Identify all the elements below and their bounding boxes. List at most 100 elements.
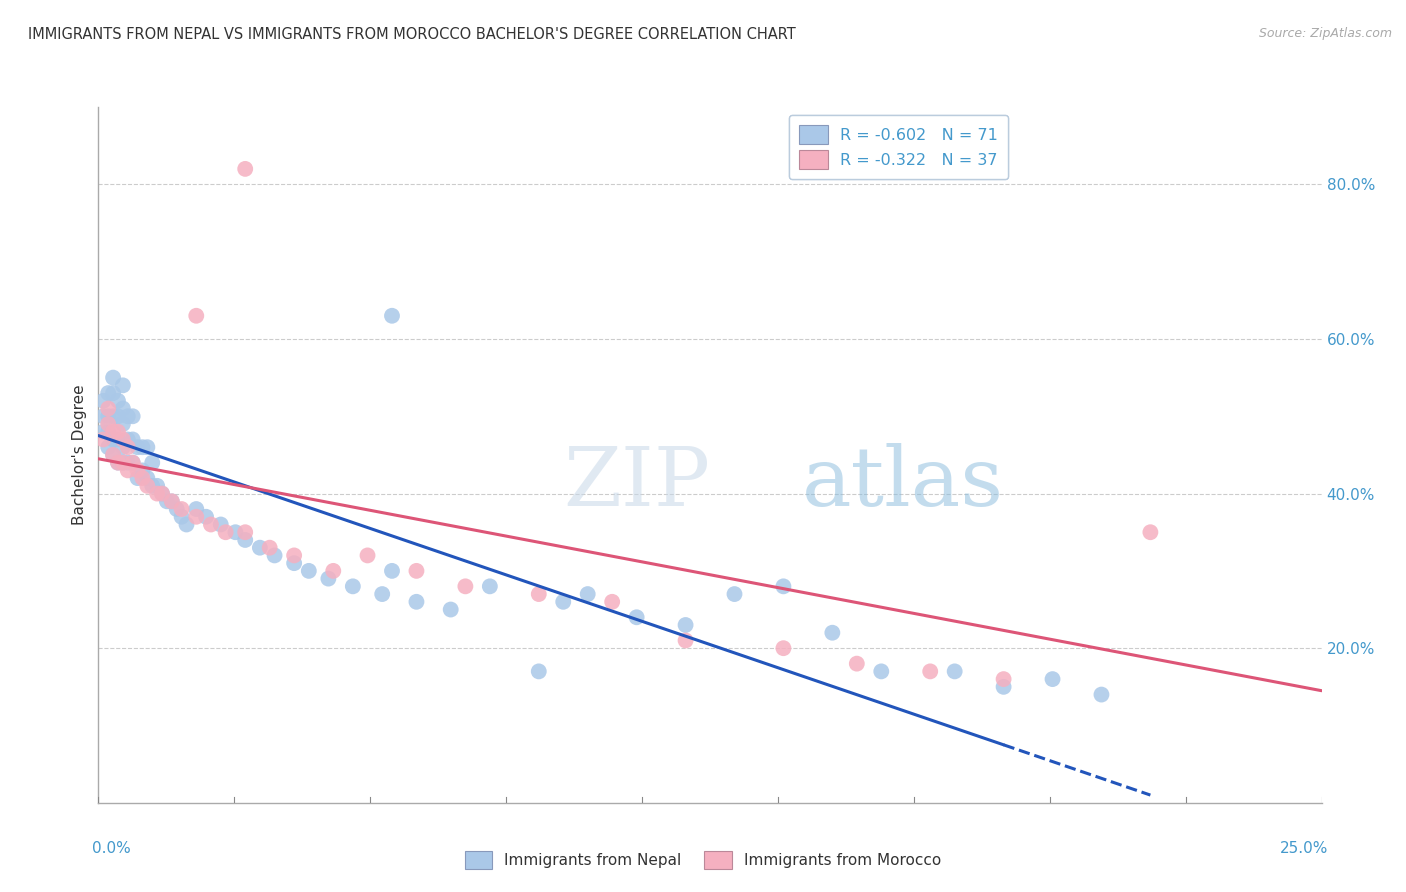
- Point: [121, 456, 143, 470]
- Point: [405, 595, 427, 609]
- Point: [920, 665, 942, 679]
- Point: [101, 386, 124, 401]
- Point: [1042, 672, 1064, 686]
- Point: [111, 378, 134, 392]
- Point: [107, 393, 129, 408]
- Point: [97, 425, 120, 439]
- Point: [440, 602, 463, 616]
- Point: [97, 440, 120, 454]
- Point: [97, 401, 120, 416]
- Point: [107, 456, 129, 470]
- Y-axis label: Bachelor's Degree: Bachelor's Degree: [72, 384, 87, 525]
- Point: [136, 479, 159, 493]
- Point: [870, 665, 893, 679]
- Point: [943, 665, 966, 679]
- Point: [371, 587, 394, 601]
- Point: [209, 517, 232, 532]
- Point: [127, 471, 149, 485]
- Point: [156, 494, 179, 508]
- Point: [111, 456, 134, 470]
- Legend: Immigrants from Nepal, Immigrants from Morocco: Immigrants from Nepal, Immigrants from M…: [458, 845, 948, 875]
- Point: [186, 509, 208, 524]
- Point: [186, 502, 208, 516]
- Point: [283, 556, 305, 570]
- Point: [131, 463, 153, 477]
- Point: [97, 409, 120, 424]
- Point: [97, 417, 120, 431]
- Point: [600, 595, 623, 609]
- Point: [170, 502, 193, 516]
- Point: [176, 517, 198, 532]
- Text: Source: ZipAtlas.com: Source: ZipAtlas.com: [1258, 27, 1392, 40]
- Point: [298, 564, 321, 578]
- Point: [233, 161, 256, 176]
- Point: [117, 440, 139, 454]
- Point: [224, 525, 246, 540]
- Point: [111, 433, 134, 447]
- Point: [111, 401, 134, 416]
- Point: [101, 448, 124, 462]
- Point: [821, 625, 844, 640]
- Point: [405, 564, 427, 578]
- Point: [150, 486, 173, 500]
- Point: [131, 471, 153, 485]
- Point: [91, 433, 114, 447]
- Point: [186, 309, 208, 323]
- Point: [166, 502, 188, 516]
- Point: [478, 579, 501, 593]
- Point: [107, 433, 129, 447]
- Point: [136, 471, 159, 485]
- Text: 25.0%: 25.0%: [1279, 841, 1327, 856]
- Point: [381, 564, 404, 578]
- Point: [1090, 688, 1112, 702]
- Point: [111, 417, 134, 431]
- Point: [626, 610, 648, 624]
- Point: [127, 463, 149, 477]
- Legend: R = -0.602   N = 71, R = -0.322   N = 37: R = -0.602 N = 71, R = -0.322 N = 37: [789, 115, 1008, 178]
- Point: [121, 456, 143, 470]
- Point: [141, 456, 163, 470]
- Point: [107, 425, 129, 439]
- Text: 0.0%: 0.0%: [93, 841, 131, 856]
- Point: [111, 440, 134, 454]
- Point: [121, 433, 143, 447]
- Point: [576, 587, 599, 601]
- Point: [553, 595, 575, 609]
- Point: [101, 448, 124, 462]
- Point: [527, 587, 550, 601]
- Point: [121, 409, 143, 424]
- Point: [195, 509, 218, 524]
- Point: [263, 549, 285, 563]
- Point: [249, 541, 271, 555]
- Point: [772, 641, 794, 656]
- Point: [454, 579, 477, 593]
- Point: [101, 433, 124, 447]
- Point: [342, 579, 364, 593]
- Point: [772, 579, 794, 593]
- Point: [91, 425, 114, 439]
- Point: [283, 549, 305, 563]
- Point: [675, 618, 697, 632]
- Point: [91, 409, 114, 424]
- Point: [117, 456, 139, 470]
- Point: [117, 409, 139, 424]
- Point: [146, 479, 169, 493]
- Point: [675, 633, 697, 648]
- Point: [1139, 525, 1161, 540]
- Point: [160, 494, 183, 508]
- Point: [322, 564, 344, 578]
- Point: [150, 486, 173, 500]
- Point: [91, 393, 114, 408]
- Text: ZIP: ZIP: [564, 442, 710, 523]
- Point: [233, 525, 256, 540]
- Point: [356, 549, 378, 563]
- Point: [107, 409, 129, 424]
- Point: [381, 309, 404, 323]
- Point: [107, 456, 129, 470]
- Point: [146, 486, 169, 500]
- Point: [170, 509, 193, 524]
- Point: [97, 386, 120, 401]
- Point: [111, 456, 134, 470]
- Point: [117, 433, 139, 447]
- Point: [131, 440, 153, 454]
